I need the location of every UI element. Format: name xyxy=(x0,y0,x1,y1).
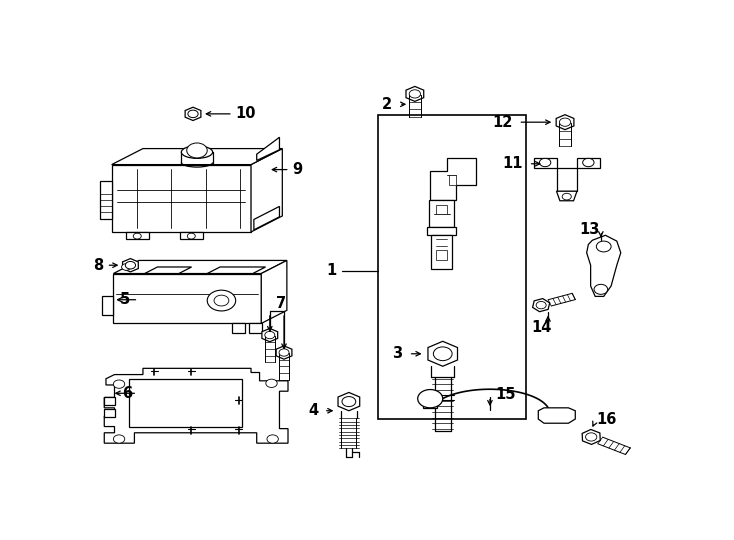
Polygon shape xyxy=(254,206,280,230)
Circle shape xyxy=(586,433,597,441)
Circle shape xyxy=(559,118,570,126)
Polygon shape xyxy=(533,299,550,312)
Polygon shape xyxy=(586,235,621,296)
Polygon shape xyxy=(249,323,262,333)
Polygon shape xyxy=(112,165,251,232)
Ellipse shape xyxy=(181,146,213,158)
Polygon shape xyxy=(534,158,556,167)
Polygon shape xyxy=(185,107,201,120)
Circle shape xyxy=(562,193,571,200)
Text: 15: 15 xyxy=(495,387,516,402)
Polygon shape xyxy=(429,200,454,227)
Polygon shape xyxy=(113,260,287,274)
Circle shape xyxy=(536,301,546,309)
Circle shape xyxy=(186,143,207,158)
Polygon shape xyxy=(426,227,457,235)
Text: 8: 8 xyxy=(93,258,103,273)
Circle shape xyxy=(207,290,236,311)
Circle shape xyxy=(134,233,141,239)
Polygon shape xyxy=(262,328,277,342)
Circle shape xyxy=(279,349,289,356)
Text: 11: 11 xyxy=(503,156,523,171)
Circle shape xyxy=(594,285,608,294)
Circle shape xyxy=(113,435,125,443)
Polygon shape xyxy=(126,232,148,239)
Bar xyxy=(379,114,526,419)
Text: 14: 14 xyxy=(531,320,551,335)
Circle shape xyxy=(113,380,125,388)
Polygon shape xyxy=(338,393,360,411)
Polygon shape xyxy=(123,259,138,272)
Circle shape xyxy=(265,332,275,339)
Text: 9: 9 xyxy=(292,162,302,177)
Polygon shape xyxy=(556,191,577,201)
Polygon shape xyxy=(276,346,292,359)
Polygon shape xyxy=(430,158,476,200)
Circle shape xyxy=(583,158,594,167)
Text: 12: 12 xyxy=(493,114,513,130)
Polygon shape xyxy=(582,429,600,444)
Text: 5: 5 xyxy=(120,292,131,307)
Polygon shape xyxy=(113,274,261,323)
Text: 7: 7 xyxy=(276,296,286,311)
Circle shape xyxy=(539,158,550,167)
Circle shape xyxy=(126,261,136,269)
Polygon shape xyxy=(577,158,600,167)
Circle shape xyxy=(433,347,452,361)
Polygon shape xyxy=(556,167,577,191)
Circle shape xyxy=(266,379,277,388)
Polygon shape xyxy=(232,323,245,333)
Text: 4: 4 xyxy=(308,403,318,418)
Polygon shape xyxy=(436,250,447,260)
Polygon shape xyxy=(251,148,283,232)
Text: 16: 16 xyxy=(596,411,617,427)
Polygon shape xyxy=(104,368,288,443)
Polygon shape xyxy=(145,267,192,274)
Circle shape xyxy=(267,435,278,443)
Text: 3: 3 xyxy=(392,346,401,361)
Polygon shape xyxy=(180,232,203,239)
Polygon shape xyxy=(207,267,266,274)
Text: 1: 1 xyxy=(326,263,336,278)
Text: 6: 6 xyxy=(123,386,133,401)
Polygon shape xyxy=(449,175,456,185)
Polygon shape xyxy=(406,86,424,102)
Circle shape xyxy=(596,241,611,252)
Polygon shape xyxy=(101,181,112,219)
Polygon shape xyxy=(432,235,452,268)
Circle shape xyxy=(187,233,195,239)
Polygon shape xyxy=(104,409,115,417)
Polygon shape xyxy=(424,405,437,408)
Circle shape xyxy=(418,389,443,408)
Polygon shape xyxy=(104,396,115,405)
Polygon shape xyxy=(556,114,574,130)
Text: 10: 10 xyxy=(235,106,255,122)
Polygon shape xyxy=(538,408,575,423)
Polygon shape xyxy=(436,205,447,214)
Circle shape xyxy=(342,396,356,407)
Polygon shape xyxy=(428,341,457,366)
Circle shape xyxy=(188,110,198,118)
Text: 13: 13 xyxy=(579,221,600,237)
Polygon shape xyxy=(261,260,287,323)
Circle shape xyxy=(214,295,229,306)
Circle shape xyxy=(122,264,131,271)
Circle shape xyxy=(410,90,421,98)
Text: 2: 2 xyxy=(382,97,392,112)
Polygon shape xyxy=(128,379,242,427)
Polygon shape xyxy=(112,148,283,165)
Polygon shape xyxy=(102,296,113,315)
Polygon shape xyxy=(257,137,280,160)
